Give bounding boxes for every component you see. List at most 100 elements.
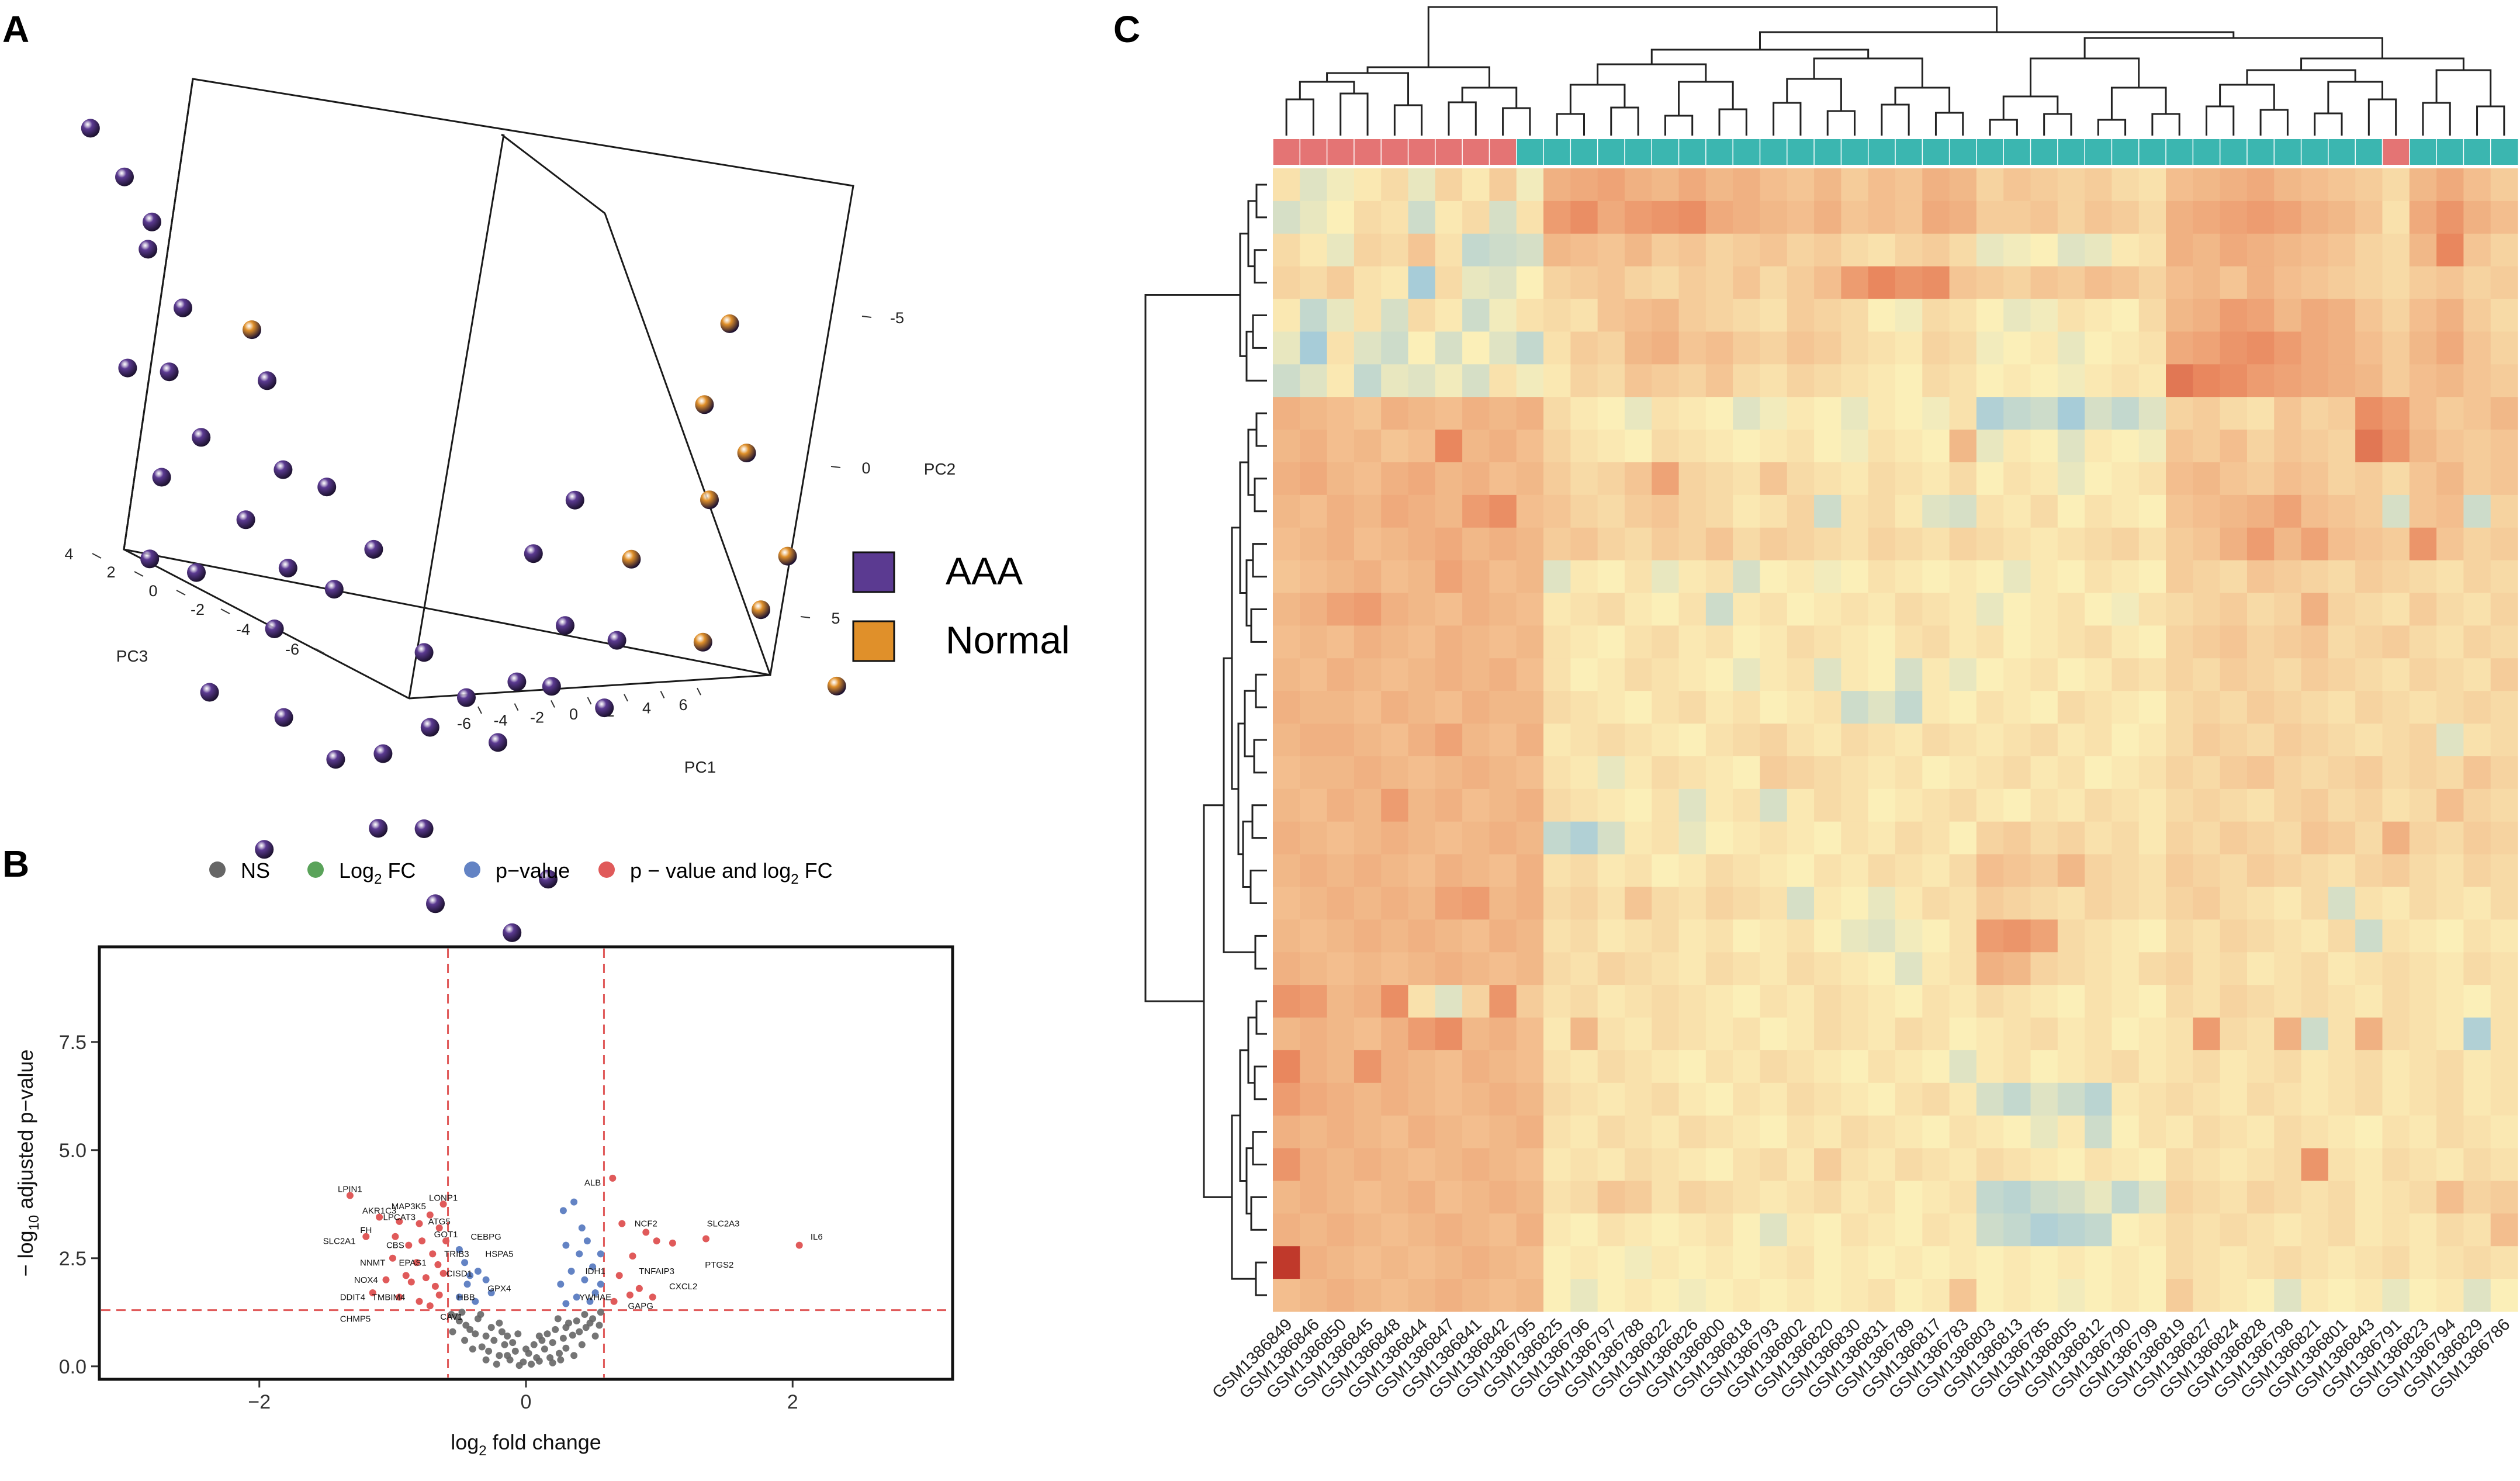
- volcano-point-pvalue: [482, 1276, 490, 1283]
- heatmap-cell: [1895, 168, 1923, 202]
- volcano-point-ns: [493, 1361, 500, 1368]
- heatmap-cell: [1543, 691, 1571, 724]
- heatmap-cell: [1678, 200, 1706, 234]
- heatmap-cell: [2463, 593, 2491, 626]
- heatmap-cell: [2355, 364, 2383, 397]
- legend-label-rest: FC: [382, 859, 416, 883]
- heatmap-cell: [1354, 200, 1382, 234]
- heatmap-cell: [1705, 168, 1733, 202]
- heatmap-cell: [1570, 462, 1598, 496]
- dendrogram-branch: [1894, 86, 1951, 113]
- annotation-cell: [1489, 139, 1517, 165]
- heatmap-cell: [1408, 1115, 1436, 1149]
- pca-point-aaa: [524, 544, 543, 563]
- annotation-cell: [2355, 139, 2383, 165]
- heatmap-cell: [2030, 724, 2058, 757]
- heatmap-cell: [2111, 1181, 2140, 1214]
- heatmap-cell: [1462, 364, 1490, 397]
- annotation-cell: [1516, 139, 1544, 165]
- heatmap-cell: [2382, 919, 2410, 953]
- heatmap-cell: [1327, 1279, 1355, 1312]
- heatmap-cell: [2166, 1018, 2193, 1051]
- volcano-point-ns: [554, 1315, 562, 1323]
- heatmap-cell: [2193, 821, 2221, 855]
- heatmap-cell: [1652, 1246, 1680, 1279]
- heatmap-cell: [1273, 364, 1300, 397]
- heatmap-cell: [1462, 1148, 1490, 1182]
- heatmap-cell: [1543, 1050, 1571, 1084]
- heatmap-cell: [1895, 1082, 1923, 1116]
- heatmap-cell: [2301, 756, 2329, 790]
- heatmap-cell: [2111, 200, 2140, 234]
- volcano-plot: NS Log2 FC p−value p − value and log2 FC LP…: [13, 859, 954, 1459]
- heatmap-cell: [1895, 233, 1923, 267]
- heatmap-cell: [2301, 1181, 2329, 1214]
- heatmap-cell: [1678, 560, 1706, 594]
- pc2-tick-label: -5: [890, 309, 904, 327]
- heatmap-cell: [1327, 724, 1355, 757]
- heatmap-cell: [2382, 756, 2410, 790]
- heatmap-cell: [1652, 462, 1680, 496]
- heatmap-cell: [1678, 364, 1706, 397]
- heatmap-cell: [1976, 1213, 2004, 1247]
- heatmap-cell: [2328, 1082, 2356, 1116]
- heatmap-cell: [2166, 266, 2193, 300]
- heatmap-cell: [1652, 788, 1680, 822]
- heatmap-cell: [1760, 919, 1788, 953]
- heatmap-cell: [2111, 1050, 2140, 1084]
- heatmap-cell: [2490, 887, 2518, 920]
- heatmap-cell: [1652, 266, 1680, 300]
- heatmap-cell: [2138, 233, 2166, 267]
- heatmap-cell: [2463, 331, 2491, 365]
- heatmap-cell: [1841, 462, 1869, 496]
- heatmap-cell: [2490, 724, 2518, 757]
- heatmap-cell: [2328, 1018, 2356, 1051]
- heatmap-cell: [2057, 1246, 2085, 1279]
- heatmap-cell: [1381, 266, 1409, 300]
- heatmap-cell: [1381, 1082, 1409, 1116]
- heatmap-cell: [1300, 233, 1328, 267]
- heatmap-cell: [2301, 1213, 2329, 1247]
- heatmap-cell: [1705, 1050, 1733, 1084]
- heatmap-cell: [1300, 364, 1328, 397]
- heatmap-cell: [2246, 854, 2275, 888]
- heatmap-cell: [1895, 527, 1923, 561]
- heatmap-cell: [1381, 397, 1409, 430]
- heatmap-cell: [1787, 1050, 1815, 1084]
- heatmap-cell: [1543, 1115, 1571, 1149]
- heatmap-cell: [2274, 919, 2302, 953]
- heatmap-cell: [1354, 527, 1382, 561]
- heatmap-cell: [1895, 299, 1923, 333]
- heatmap-cell: [2193, 593, 2221, 626]
- heatmap-cell: [2220, 658, 2248, 691]
- pca-point-aaa: [236, 510, 255, 530]
- heatmap-cell: [1624, 430, 1652, 463]
- heatmap-cell: [1733, 1082, 1761, 1116]
- heatmap-cell: [1597, 691, 1625, 724]
- heatmap-cell: [2355, 1181, 2383, 1214]
- heatmap-cell: [1976, 919, 2004, 953]
- heatmap-cell: [2030, 1246, 2058, 1279]
- heatmap-cell: [1678, 691, 1706, 724]
- heatmap-cell: [1949, 756, 1977, 790]
- heatmap-cell: [1516, 266, 1544, 300]
- heatmap-cell: [2138, 527, 2166, 561]
- heatmap-cell: [2246, 1018, 2275, 1051]
- heatmap-cell: [1841, 821, 1869, 855]
- heatmap-cell: [1624, 364, 1652, 397]
- heatmap-cell: [1705, 430, 1733, 463]
- heatmap-cell: [1841, 1148, 1869, 1182]
- heatmap-cell: [2328, 1181, 2356, 1214]
- pca-point-normal: [827, 676, 846, 695]
- heatmap-cell: [1678, 1148, 1706, 1182]
- pca-point-aaa: [507, 672, 527, 691]
- annotation-cell: [2166, 139, 2193, 165]
- heatmap-cell: [1570, 952, 1598, 985]
- heatmap-cell: [2274, 397, 2302, 430]
- pca-point-aaa: [489, 733, 507, 752]
- heatmap-cell: [1733, 887, 1761, 920]
- heatmap-cell: [1949, 560, 1977, 594]
- heatmap-cell: [1381, 430, 1409, 463]
- heatmap-cell: [2355, 397, 2383, 430]
- heatmap-cell: [2436, 691, 2464, 724]
